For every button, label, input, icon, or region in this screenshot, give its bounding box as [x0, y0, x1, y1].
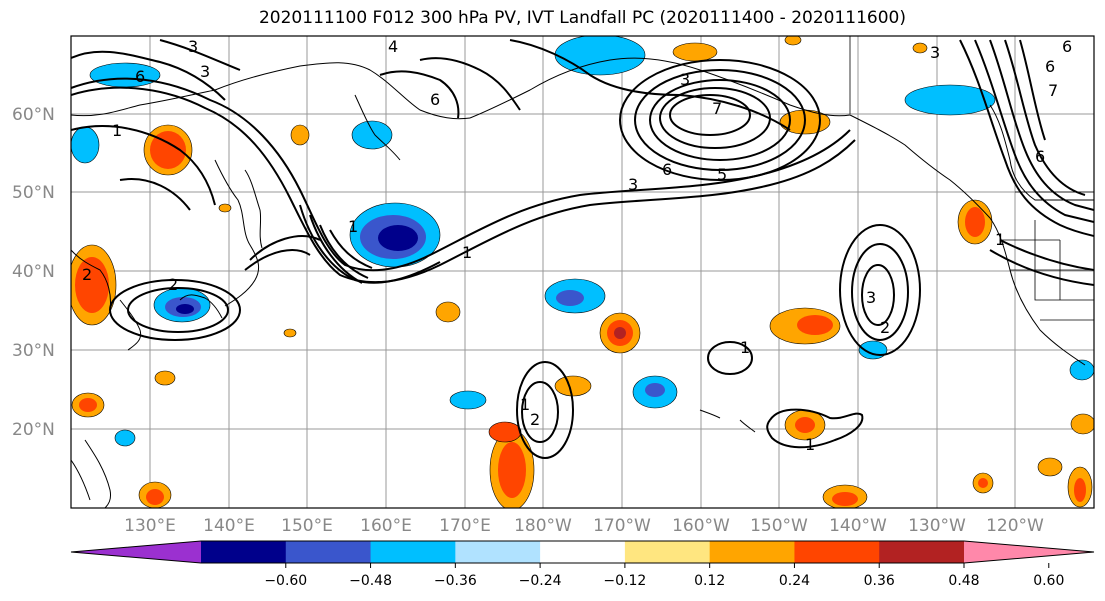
- map-title: 2020111100 F012 300 hPa PV, IVT Landfall…: [258, 8, 906, 28]
- contour-label: 2: [82, 265, 92, 284]
- lon-label: 150°W: [750, 516, 808, 536]
- lon-label: 140°E: [203, 516, 255, 536]
- pc-anomaly-fills: [71, 36, 1094, 508]
- negative-anomaly-blob: [904, 84, 996, 116]
- latitude-labels: 60°N 50°N 40°N 30°N 20°N: [12, 105, 55, 440]
- contour-label: 7: [1048, 81, 1058, 100]
- contour-label: 3: [628, 175, 638, 194]
- positive-anomaly-blob: [912, 42, 928, 54]
- lon-label: 160°W: [672, 516, 730, 536]
- positive-anomaly-blob: [435, 301, 461, 323]
- colorbar: −0.60 −0.48 −0.36 −0.24 −0.12 0.12 0.24 0.36 0.4…: [70, 540, 1095, 589]
- contour-label: 1: [995, 230, 1005, 249]
- positive-anomaly-blob: [154, 370, 176, 386]
- colorbar-tick-label: 0.12: [694, 573, 725, 589]
- pv-contours: [71, 39, 1094, 459]
- colorbar-tick-label: 0.60: [1033, 573, 1064, 589]
- negative-anomaly-blob: [554, 36, 646, 76]
- contour-label: 6: [135, 67, 145, 86]
- longitude-labels: 130°E 140°E 150°E 160°E 170°E 180°W 170°…: [124, 516, 1044, 536]
- positive-anomaly-blob: [672, 42, 718, 62]
- contour-label: 2: [168, 275, 178, 294]
- lat-label: 30°N: [12, 341, 55, 361]
- negative-anomaly-blob: [114, 429, 136, 447]
- colorbar-segment: [794, 541, 880, 563]
- negative-anomaly-blob: [1069, 359, 1094, 381]
- colorbar-extend-high: [964, 541, 1094, 563]
- lat-label: 60°N: [12, 105, 55, 125]
- colorbar-extend-low: [71, 541, 201, 563]
- colorbar-segment: [709, 541, 795, 563]
- lat-label: 40°N: [12, 262, 55, 282]
- negative-anomaly-blob: [89, 62, 161, 88]
- contour-label: 6: [1045, 57, 1055, 76]
- colorbar-segment: [540, 541, 626, 563]
- contour-label: 6: [1062, 37, 1072, 56]
- contour-labels: 1 1 3 6 5 7 3 6 3 6 3 4 3 6 7 6 6 3 2 1 …: [82, 37, 1072, 454]
- colorbar-tick-label: 0.24: [779, 573, 810, 589]
- contour-label: 1: [805, 435, 815, 454]
- lon-label: 170°W: [593, 516, 651, 536]
- lat-label: 20°N: [12, 420, 55, 440]
- positive-anomaly-blob: [218, 203, 232, 213]
- positive-anomaly-blob: [784, 36, 802, 46]
- contour-label: 2: [880, 318, 890, 337]
- gridlines: [71, 36, 1094, 508]
- positive-anomaly-blob: [554, 375, 592, 397]
- contour-label: 1: [520, 395, 530, 414]
- positive-anomaly-blob: [488, 421, 522, 443]
- colorbar-tick-label: −0.60: [264, 573, 307, 589]
- colorbar-tick-label: 0.48: [948, 573, 979, 589]
- negative-anomaly-blob: [71, 126, 100, 164]
- contour-label: 6: [1035, 147, 1045, 166]
- negative-anomaly-blob: [449, 390, 487, 410]
- contour-label: 3: [866, 288, 876, 307]
- contour-label: 3: [680, 70, 690, 89]
- lon-label: 130°E: [124, 516, 176, 536]
- colorbar-tick-label: 0.36: [864, 573, 895, 589]
- contour-label: 6: [662, 160, 672, 179]
- contour-label: 5: [717, 165, 727, 184]
- colorbar-segment: [455, 541, 541, 563]
- contour-label: 3: [930, 43, 940, 62]
- contour-label: 4: [388, 37, 398, 56]
- colorbar-segment: [201, 541, 287, 563]
- lon-label: 140°W: [829, 516, 887, 536]
- lon-label: 180°W: [514, 516, 572, 536]
- lon-label: 150°E: [281, 516, 333, 536]
- contour-label: 3: [200, 62, 210, 81]
- lon-label: 160°E: [360, 516, 412, 536]
- contour-label: 6: [430, 90, 440, 109]
- positive-anomaly-blob: [1070, 413, 1094, 435]
- contour-label: 1: [348, 217, 358, 236]
- colorbar-tick-label: −0.12: [603, 573, 646, 589]
- contour-label: 1: [112, 121, 122, 140]
- colorbar-segment: [285, 541, 372, 563]
- positive-anomaly-blob: [283, 328, 297, 338]
- contour-label: 1: [462, 243, 472, 262]
- lon-label: 120°W: [986, 516, 1044, 536]
- lon-label: 170°E: [439, 516, 491, 536]
- contour-label: 7: [712, 99, 722, 118]
- positive-anomaly-blob: [1037, 457, 1063, 477]
- lon-label: 130°W: [908, 516, 966, 536]
- map-frame: [70, 35, 1095, 509]
- colorbar-tick-label: −0.24: [519, 573, 562, 589]
- colorbar-tick-label: −0.36: [434, 573, 477, 589]
- colorbar-segment: [879, 541, 965, 563]
- contour-label: 1: [740, 338, 750, 357]
- colorbar-tick-label: −0.48: [349, 573, 392, 589]
- lat-label: 50°N: [12, 183, 55, 203]
- coastlines: [71, 57, 1094, 508]
- colorbar-segment: [624, 541, 711, 563]
- contour-label: 3: [188, 37, 198, 56]
- colorbar-outline: [70, 540, 1095, 564]
- contour-label: 2: [530, 410, 540, 429]
- positive-anomaly-blob: [290, 124, 310, 146]
- colorbar-segment: [370, 541, 456, 563]
